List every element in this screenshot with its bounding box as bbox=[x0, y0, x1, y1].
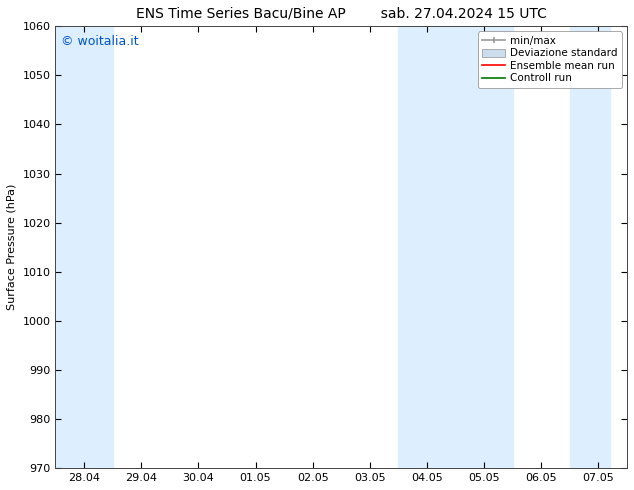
Bar bbox=[570, 26, 610, 468]
Bar bbox=[56, 26, 113, 468]
Bar bbox=[398, 26, 456, 468]
Bar bbox=[456, 26, 513, 468]
Legend: min/max, Deviazione standard, Ensemble mean run, Controll run: min/max, Deviazione standard, Ensemble m… bbox=[478, 31, 622, 88]
Text: © woitalia.it: © woitalia.it bbox=[61, 35, 139, 48]
Y-axis label: Surface Pressure (hPa): Surface Pressure (hPa) bbox=[7, 184, 17, 311]
Title: ENS Time Series Bacu/Bine AP        sab. 27.04.2024 15 UTC: ENS Time Series Bacu/Bine AP sab. 27.04.… bbox=[136, 7, 547, 21]
